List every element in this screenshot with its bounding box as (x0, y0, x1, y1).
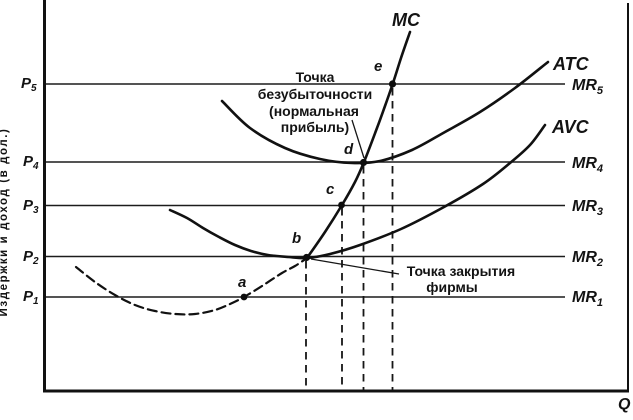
svg-text:a: a (238, 274, 246, 291)
svg-text:безубыточности: безубыточности (258, 86, 373, 102)
svg-text:MR2: MR2 (572, 249, 603, 269)
svg-text:MR3: MR3 (572, 198, 603, 218)
svg-text:MR1: MR1 (572, 289, 603, 309)
svg-text:MR5: MR5 (572, 77, 604, 97)
svg-text:b: b (292, 230, 301, 247)
svg-text:ATC: ATC (552, 54, 590, 74)
svg-text:c: c (326, 181, 335, 198)
svg-text:Q: Q (618, 396, 631, 413)
svg-text:MR4: MR4 (572, 155, 603, 175)
svg-text:фирмы: фирмы (426, 279, 478, 295)
svg-text:Точка закрытия: Точка закрытия (407, 263, 515, 279)
svg-text:MC: MC (392, 10, 421, 30)
svg-text:e: e (374, 58, 382, 75)
svg-text:AVC: AVC (551, 117, 590, 137)
svg-text:(нормальная: (нормальная (269, 103, 359, 119)
svg-text:Точка: Точка (296, 69, 335, 85)
svg-text:прибыль): прибыль) (281, 119, 349, 135)
svg-text:Издержки и доход (в дол.): Издержки и доход (в дол.) (0, 128, 10, 317)
svg-text:d: d (344, 141, 354, 158)
